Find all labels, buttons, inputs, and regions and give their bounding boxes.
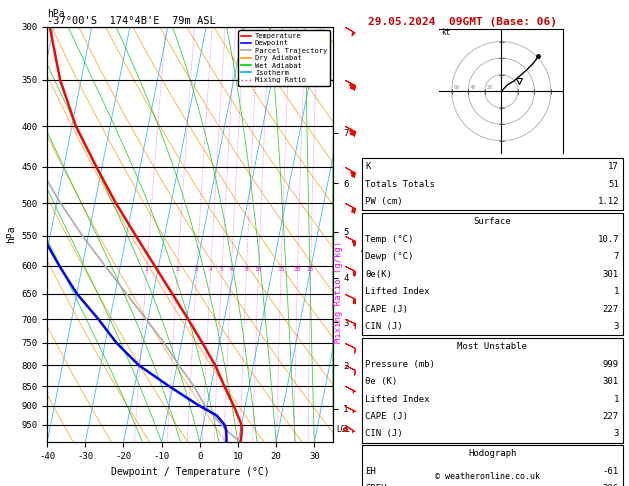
Y-axis label: km
ASL: km ASL: [361, 235, 377, 254]
Text: 29.05.2024  09GMT (Base: 06): 29.05.2024 09GMT (Base: 06): [368, 17, 557, 27]
Text: Lifted Index: Lifted Index: [365, 395, 430, 403]
Text: 6: 6: [230, 267, 233, 272]
Text: SREH: SREH: [365, 485, 387, 486]
Legend: Temperature, Dewpoint, Parcel Trajectory, Dry Adiabat, Wet Adiabat, Isotherm, Mi: Temperature, Dewpoint, Parcel Trajectory…: [238, 30, 330, 86]
Text: 3: 3: [195, 267, 199, 272]
Text: 301: 301: [603, 377, 619, 386]
Y-axis label: hPa: hPa: [6, 226, 16, 243]
Text: CIN (J): CIN (J): [365, 322, 403, 331]
Text: Mixing Ratio (g/kg): Mixing Ratio (g/kg): [334, 241, 343, 343]
Text: 1: 1: [145, 267, 148, 272]
Text: 227: 227: [603, 305, 619, 313]
Text: Most Unstable: Most Unstable: [457, 342, 527, 351]
Text: CAPE (J): CAPE (J): [365, 305, 408, 313]
Text: -37°00'S  174°4B'E  79m ASL: -37°00'S 174°4B'E 79m ASL: [47, 16, 216, 26]
Text: 1: 1: [613, 395, 619, 403]
Text: 301: 301: [603, 270, 619, 278]
Text: θe(K): θe(K): [365, 270, 392, 278]
Text: PW (cm): PW (cm): [365, 197, 403, 206]
Text: 17: 17: [608, 162, 619, 171]
Text: Totals Totals: Totals Totals: [365, 180, 435, 189]
Text: 10.7: 10.7: [598, 235, 619, 243]
Text: 2: 2: [175, 267, 179, 272]
Text: 227: 227: [603, 412, 619, 421]
Text: EH: EH: [365, 467, 376, 476]
Text: 1: 1: [613, 287, 619, 296]
Text: θe (K): θe (K): [365, 377, 398, 386]
Text: 5: 5: [220, 267, 224, 272]
Text: Surface: Surface: [474, 217, 511, 226]
Text: 1.12: 1.12: [598, 197, 619, 206]
Text: 4: 4: [209, 267, 213, 272]
Text: CIN (J): CIN (J): [365, 430, 403, 438]
Text: 10: 10: [255, 267, 262, 272]
Text: 3: 3: [613, 430, 619, 438]
Text: 206: 206: [603, 485, 619, 486]
Text: 40: 40: [470, 86, 476, 90]
Text: Temp (°C): Temp (°C): [365, 235, 414, 243]
Text: 20: 20: [294, 267, 301, 272]
X-axis label: Dewpoint / Temperature (°C): Dewpoint / Temperature (°C): [111, 467, 270, 477]
Text: 25: 25: [307, 267, 314, 272]
Text: 7: 7: [613, 252, 619, 261]
Text: K: K: [365, 162, 371, 171]
Text: Hodograph: Hodograph: [468, 450, 516, 458]
Text: Pressure (mb): Pressure (mb): [365, 360, 435, 368]
Text: 51: 51: [608, 180, 619, 189]
Text: hPa: hPa: [47, 9, 65, 19]
Text: 999: 999: [603, 360, 619, 368]
Text: 60: 60: [454, 86, 460, 90]
Text: Lifted Index: Lifted Index: [365, 287, 430, 296]
Text: 8: 8: [245, 267, 248, 272]
Text: CAPE (J): CAPE (J): [365, 412, 408, 421]
Text: 15: 15: [277, 267, 285, 272]
Text: 20: 20: [486, 86, 493, 90]
Text: Dewp (°C): Dewp (°C): [365, 252, 414, 261]
Text: kt: kt: [441, 28, 450, 37]
Text: -61: -61: [603, 467, 619, 476]
Text: © weatheronline.co.uk: © weatheronline.co.uk: [435, 472, 540, 481]
Text: 3: 3: [613, 322, 619, 331]
Text: LCL: LCL: [337, 425, 350, 434]
